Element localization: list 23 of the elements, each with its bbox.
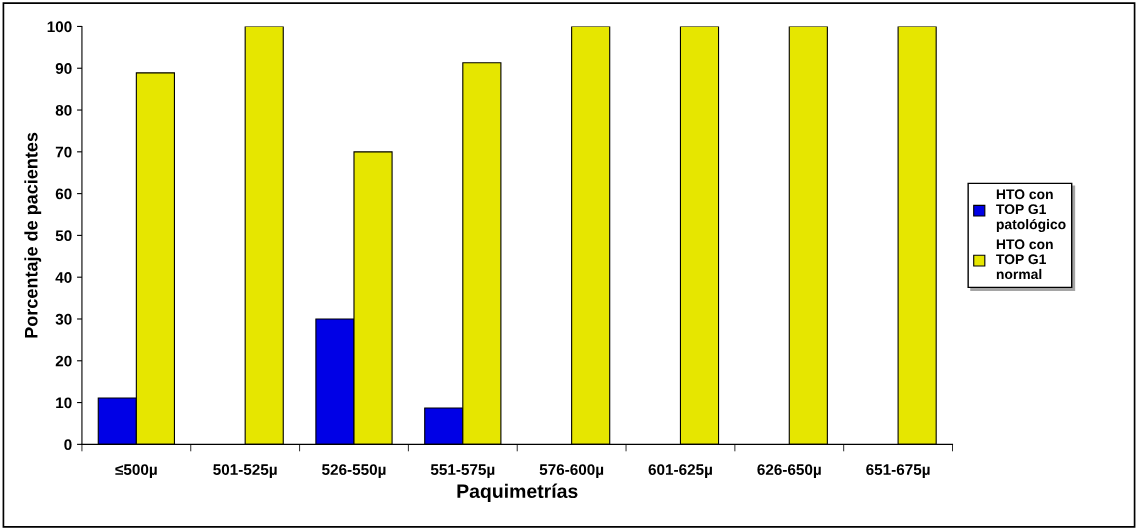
x-tick-label: 526-550µ xyxy=(322,464,386,479)
legend-label: HTO con TOP G1 normal xyxy=(996,239,1053,280)
y-tick-label: 80 xyxy=(55,104,72,116)
y-tick-label: 90 xyxy=(55,63,72,74)
x-tick-label: ≤500µ xyxy=(115,464,157,479)
y-tick-label: 100 xyxy=(47,21,72,33)
x-tick-label: 551-575µ xyxy=(430,464,495,479)
y-tick-label: 30 xyxy=(55,313,72,325)
x-tick-label: 576-600µ xyxy=(539,464,604,479)
y-tick-label: 10 xyxy=(56,397,72,409)
x-tick-label: 651-675µ xyxy=(866,464,930,479)
y-tick-label: 40 xyxy=(55,272,72,283)
legend-label: HTO con TOP G1 patológico xyxy=(996,189,1066,233)
y-tick-label: 70 xyxy=(55,146,72,158)
y-tick-label: 20 xyxy=(55,355,72,367)
x-tick-label: 501-525µ xyxy=(213,464,277,479)
y-tick-label: 0 xyxy=(64,439,72,451)
x-tick-label: 601-625µ xyxy=(648,464,712,479)
y-axis-title: Porcentaje de pacientes xyxy=(24,132,42,338)
y-tick-label: 50 xyxy=(55,230,72,242)
y-tick-label: 60 xyxy=(55,188,72,200)
x-tick-label: 626-650µ xyxy=(757,464,821,479)
x-axis-title: Paquimetrías xyxy=(457,483,578,502)
